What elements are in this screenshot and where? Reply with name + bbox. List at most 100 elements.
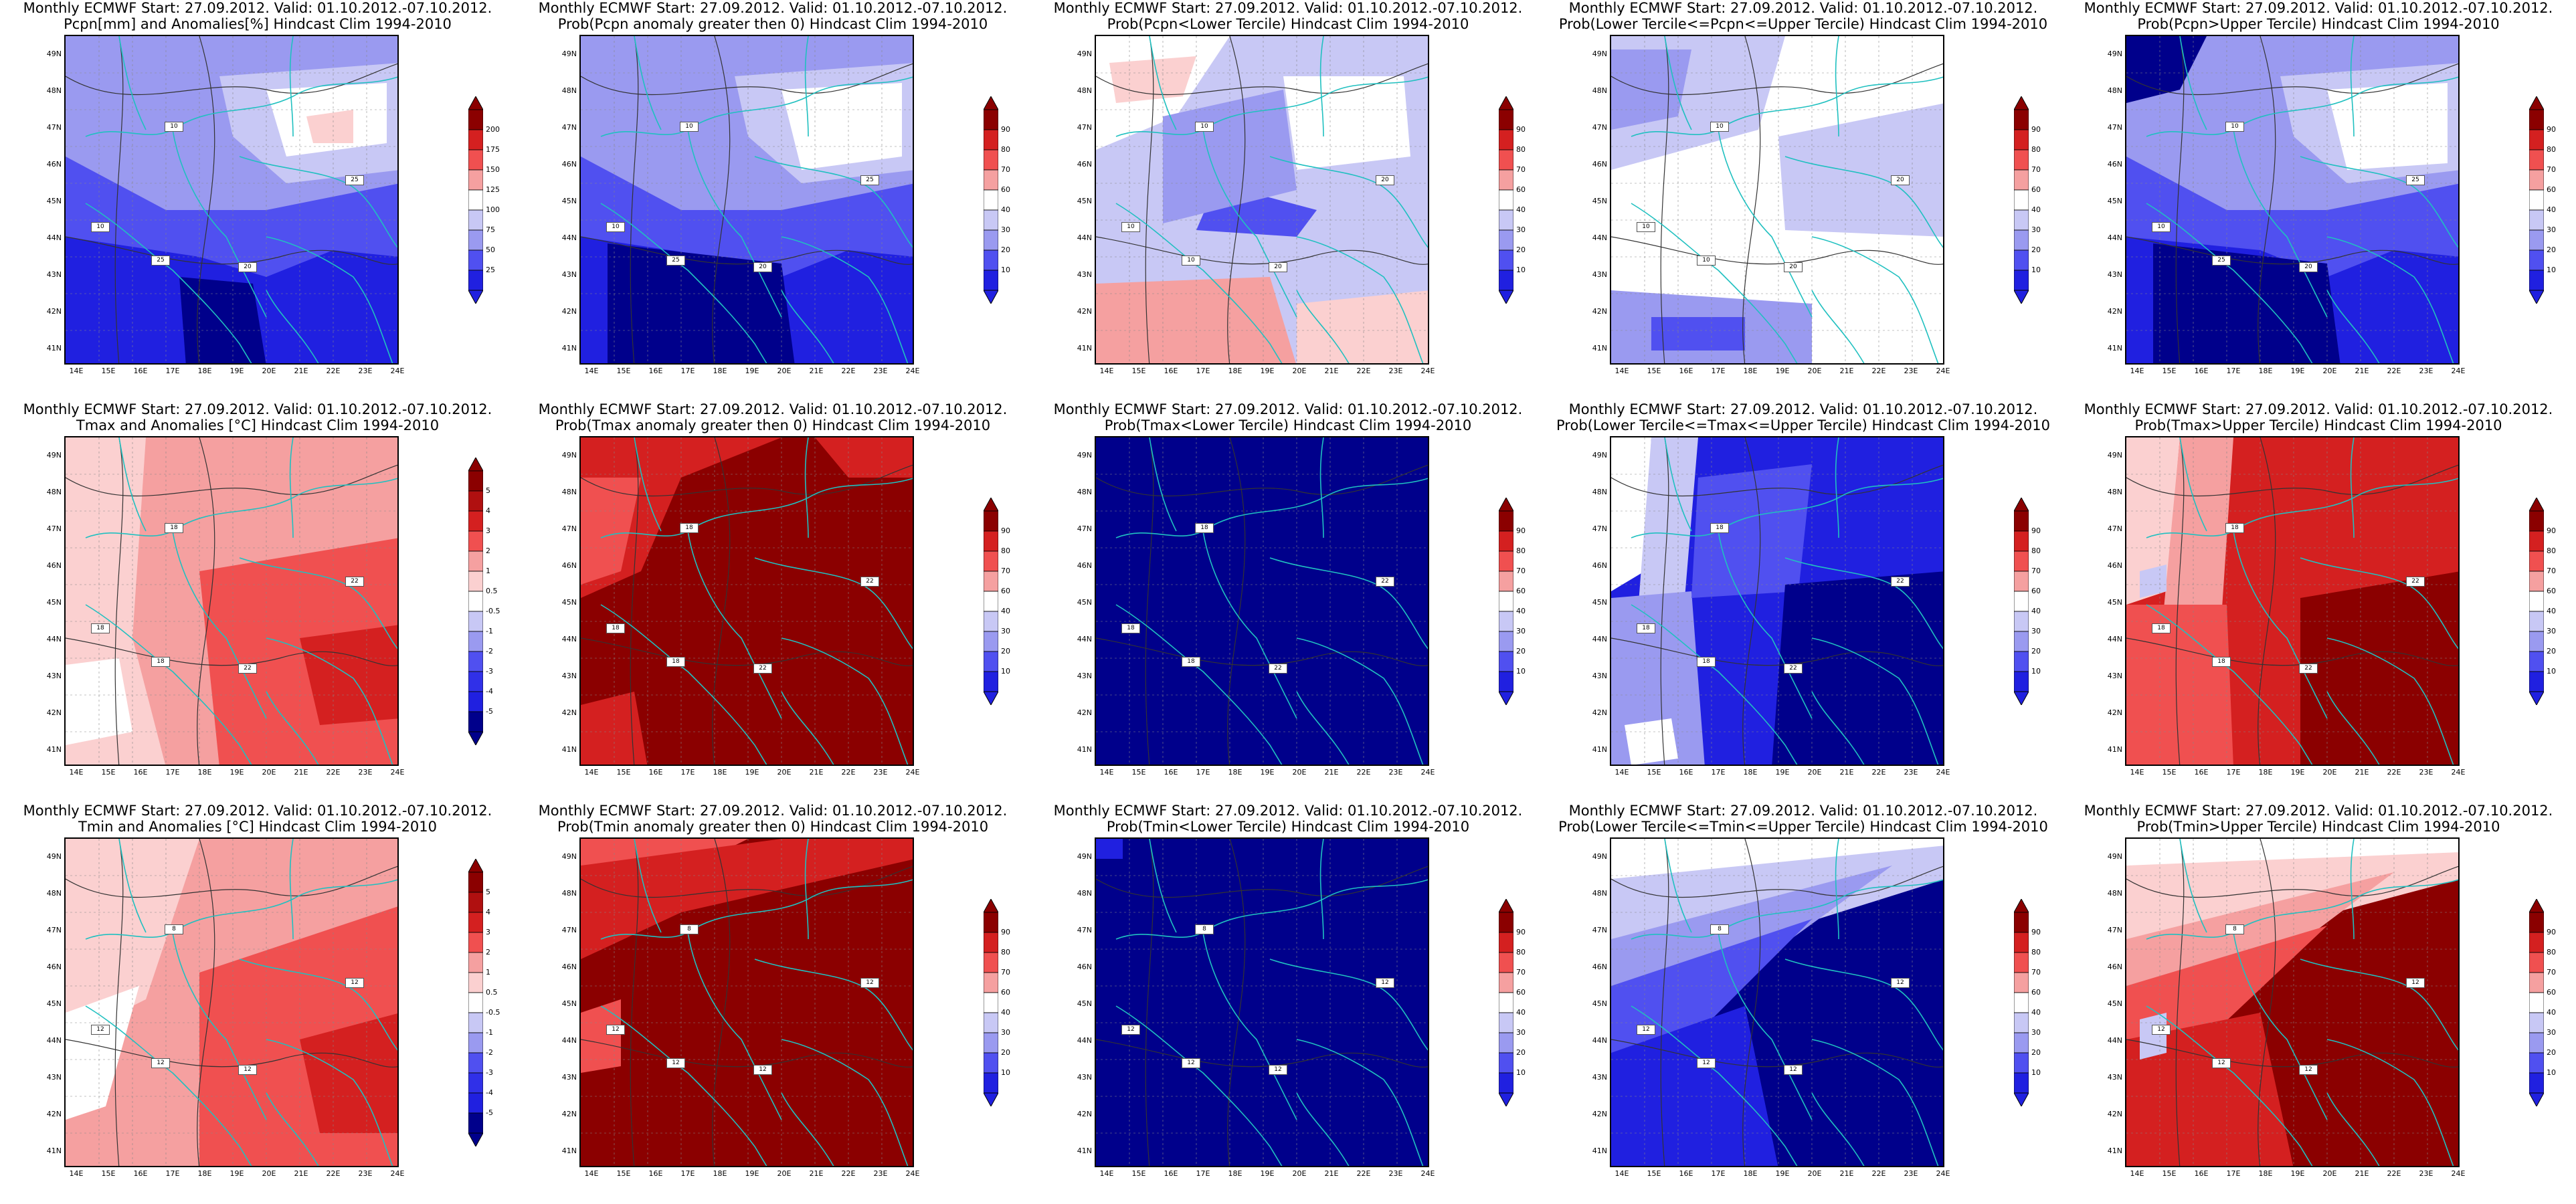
border-line: [85, 604, 252, 765]
colorbar-tick-label: 90: [1001, 927, 1010, 936]
panel-title-line2: Prob(Tmax anomaly greater then 0) Hindca…: [555, 417, 991, 433]
lon-tick-label: 24E: [1420, 367, 1435, 375]
border-line: [1149, 36, 1177, 130]
border-line: [85, 1005, 252, 1166]
lon-tick-label: 19E: [1775, 768, 1790, 777]
colorbar-band: [2013, 109, 2029, 130]
map-plot: [2125, 436, 2460, 766]
colorbar-arrow-top: [468, 858, 484, 872]
lon-tick-label: 17E: [680, 768, 695, 777]
colorbar-tick-label: 80: [1001, 546, 1010, 555]
colorbar-tick-label: 30: [2547, 626, 2556, 635]
lat-tick-label: 44N: [1592, 233, 1607, 242]
colorbar-band: [983, 270, 999, 290]
isoline: [1145, 437, 1154, 765]
lat-tick-label: 41N: [561, 344, 577, 353]
map-panel: Monthly ECMWF Start: 27.09.2012. Valid: …: [2061, 803, 2576, 1204]
lat-tick-label: 43N: [1077, 1073, 1092, 1082]
colorbar-band: [1498, 109, 1514, 130]
border-line: [1631, 1005, 1798, 1166]
isoline: [581, 866, 913, 898]
panel-title-line2: Prob(Pcpn>Upper Tercile) Hindcast Clim 1…: [2137, 16, 2500, 32]
contour-label: 20: [2299, 262, 2318, 272]
colorbar-tick-label: 20: [1516, 1047, 1526, 1057]
colorbar-tick-label: 20: [1001, 245, 1010, 254]
border-line: [634, 437, 662, 532]
contour-label: 20: [1269, 262, 1287, 272]
contour-label: 18: [91, 623, 110, 633]
isoline: [1096, 464, 1428, 497]
panel-title-line1: Monthly ECMWF Start: 27.09.2012. Valid: …: [538, 803, 1008, 819]
lat-tick-label: 46N: [561, 561, 577, 570]
lon-tick-label: 21E: [294, 1169, 308, 1178]
colorbar-band: [2013, 651, 2029, 672]
colorbar-tick-label: -0.5: [486, 606, 500, 615]
colorbar-tick-label: 30: [2031, 225, 2041, 234]
lon-tick-label: 21E: [1839, 1169, 1854, 1178]
border-line: [600, 879, 913, 940]
colorbar-tick-label: 90: [1001, 526, 1010, 535]
lat-tick-label: 42N: [1592, 1110, 1607, 1118]
contour-fill: [581, 478, 641, 585]
lon-tick-label: 21E: [809, 367, 824, 375]
colorbar-tick-label: 60: [1516, 185, 1526, 194]
lon-tick-label: 24E: [1936, 1169, 1950, 1178]
colorbar-tick-label: 5: [486, 486, 490, 495]
lon-tick-label: 17E: [2226, 768, 2241, 777]
lon-tick-label: 15E: [2162, 768, 2177, 777]
colorbar-band: [1498, 611, 1514, 631]
contour-label: 25: [151, 256, 170, 266]
border-line: [2233, 530, 2328, 719]
lon-tick-label: 17E: [1196, 1169, 1210, 1178]
contour-label: 12: [1121, 1025, 1140, 1035]
isoline: [581, 63, 913, 96]
isoline: [1145, 36, 1154, 363]
map-plot: [579, 35, 914, 365]
border-line: [600, 478, 913, 538]
border-line: [600, 1005, 767, 1166]
colorbar-tick-label: 10: [1516, 1068, 1526, 1077]
colorbar-band: [2013, 209, 2029, 230]
border-line: [289, 437, 294, 538]
colorbar-band: [468, 189, 484, 210]
lat-tick-label: 41N: [46, 1146, 62, 1155]
border-line: [687, 129, 782, 318]
lat-tick-label: 49N: [46, 451, 62, 460]
colorbar-arrow-bottom: [983, 1092, 999, 1107]
contour-label: 20: [238, 262, 257, 272]
contour-fill: [2300, 571, 2458, 765]
lat-tick-label: 47N: [561, 123, 577, 132]
colorbar-band: [2528, 631, 2545, 651]
colorbar-tick-label: 80: [2547, 144, 2556, 154]
lon-tick-label: 23E: [358, 1169, 373, 1178]
lat-tick-label: 45N: [46, 598, 62, 607]
contour-label: 18: [151, 657, 170, 667]
colorbar: 90 80 70 60 40 30 20 10: [2528, 898, 2576, 1107]
colorbar-tick-label: 10: [2547, 1068, 2556, 1077]
panel-title-line1: Monthly ECMWF Start: 27.09.2012. Valid: …: [1053, 401, 1523, 417]
colorbar-band: [983, 671, 999, 692]
colorbar-band: [468, 209, 484, 230]
colorbar-band: [983, 229, 999, 250]
panel-title-line1: Monthly ECMWF Start: 27.09.2012. Valid: …: [23, 401, 492, 417]
lat-tick-label: 49N: [1592, 49, 1607, 58]
colorbar-tick-label: 10: [1001, 265, 1010, 274]
colorbar-tick-label: -4: [486, 1088, 493, 1097]
colorbar-tick-label: -4: [486, 686, 493, 696]
lat-tick-label: 49N: [1592, 852, 1607, 861]
border-line: [266, 1039, 393, 1166]
lat-tick-label: 47N: [2107, 123, 2122, 132]
lat-tick-label: 44N: [46, 233, 62, 242]
colorbar-band: [468, 972, 484, 993]
border-line: [1115, 604, 1283, 765]
lon-tick-label: 14E: [584, 367, 599, 375]
lon-tick-label: 18E: [2258, 1169, 2273, 1178]
lon-tick-label: 20E: [2322, 768, 2337, 777]
lat-tick-label: 49N: [561, 451, 577, 460]
lon-tick-label: 16E: [133, 768, 148, 777]
isoline: [1611, 637, 1943, 666]
lat-tick-label: 47N: [561, 926, 577, 934]
lat-tick-label: 44N: [561, 1036, 577, 1045]
colorbar-arrow-bottom: [983, 691, 999, 706]
colorbar: 90 80 70 60 40 30 20 10: [983, 898, 1030, 1107]
